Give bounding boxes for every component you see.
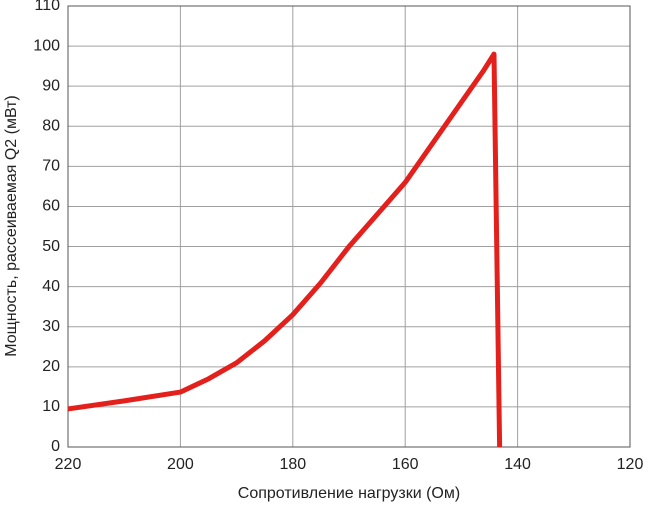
x-tick-label: 120 xyxy=(617,456,644,473)
y-tick-label: 30 xyxy=(42,318,60,335)
y-tick-label: 110 xyxy=(34,0,60,14)
y-tick-label: 10 xyxy=(42,398,60,415)
y-tick-label: 80 xyxy=(42,117,60,134)
y-tick-label: 20 xyxy=(42,358,60,375)
x-tick-label: 160 xyxy=(392,456,419,473)
x-tick-label: 200 xyxy=(167,456,194,473)
x-tick-label: 180 xyxy=(279,456,306,473)
x-tick-label: 220 xyxy=(55,456,82,473)
y-tick-label: 40 xyxy=(42,278,60,295)
y-axis-label: Мощность, рассеиваемая Q2 (мВт) xyxy=(3,95,20,357)
plot-frame xyxy=(67,5,631,448)
x-axis-label: Сопротивление нагрузки (Ом) xyxy=(238,485,460,502)
x-tick-label: 140 xyxy=(504,456,531,473)
y-tick-label: 50 xyxy=(42,238,60,255)
y-tick-label: 70 xyxy=(42,158,60,175)
y-tick-label: 60 xyxy=(42,198,60,215)
y-tick-label: 100 xyxy=(33,37,60,54)
y-tick-label: 90 xyxy=(42,77,60,94)
y-tick-label: 0 xyxy=(51,438,60,455)
data-line xyxy=(67,51,503,448)
